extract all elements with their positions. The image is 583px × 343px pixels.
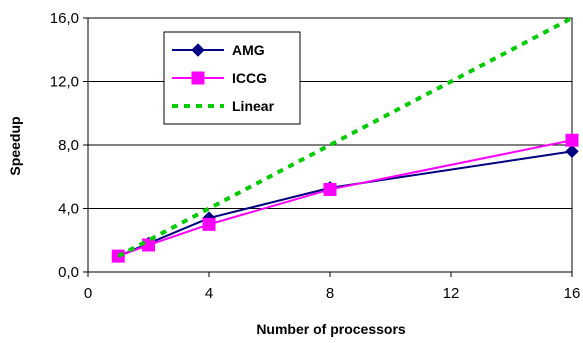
- y-tick-label: 0,0: [58, 264, 79, 281]
- x-tick-label: 16: [564, 285, 581, 302]
- iccg-data-point: [323, 182, 337, 196]
- x-tick-label: 4: [205, 285, 213, 302]
- x-tick-label: 0: [84, 285, 92, 302]
- legend: AMG ICCG Linear: [163, 31, 301, 125]
- linear-legend-label: Linear: [232, 98, 275, 114]
- x-tick-label: 8: [326, 285, 334, 302]
- axes-layer: 0,0 4,0 8,0 12,0 16,0 0 4 8 12 16: [50, 10, 581, 302]
- iccg-data-point: [565, 133, 579, 147]
- x-axis-label: Number of processors: [256, 321, 406, 337]
- series-layer: [111, 16, 579, 263]
- iccg-data-point: [142, 238, 155, 252]
- iccg-legend-label: ICCG: [232, 70, 267, 86]
- x-tick-label: 12: [443, 285, 460, 302]
- amg-legend-marker: [191, 43, 205, 57]
- grid-layer: [87, 17, 573, 273]
- iccg-data-point: [202, 217, 216, 231]
- amg-legend-label: AMG: [232, 42, 265, 58]
- linear-series-line: [117, 16, 573, 258]
- iccg-legend-marker: [191, 71, 205, 85]
- y-tick-label: 16,0: [50, 10, 79, 27]
- iccg-series-line: [117, 139, 573, 258]
- y-tick-label: 8,0: [58, 137, 79, 154]
- y-tick-label: 4,0: [58, 201, 79, 218]
- y-tick-label: 12,0: [50, 74, 79, 91]
- y-axis-label: Speedup: [7, 116, 23, 175]
- amg-data-point: [565, 144, 579, 159]
- amg-series-line: [117, 150, 573, 258]
